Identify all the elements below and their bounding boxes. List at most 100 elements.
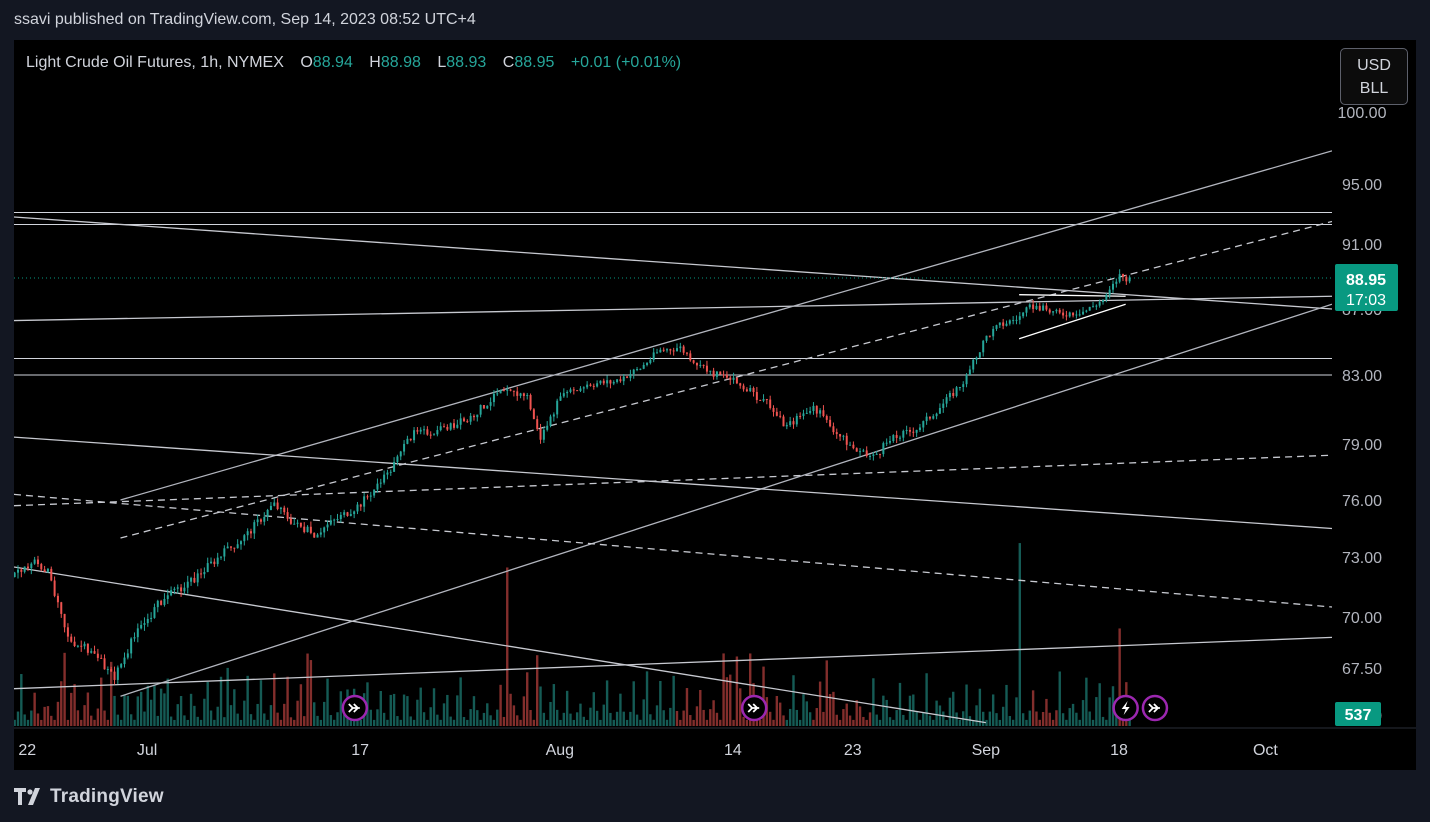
volume-bar <box>609 712 612 726</box>
volume-bar <box>516 715 519 726</box>
candle-body <box>845 435 848 445</box>
candle-body <box>968 369 971 375</box>
volume-bar <box>36 713 40 726</box>
candle-body <box>962 384 965 388</box>
symbol-title[interactable]: Light Crude Oil Futures, 1h, NYMEX <box>26 54 284 71</box>
volume-bar <box>129 714 133 726</box>
candle-body <box>626 376 629 378</box>
candle-body <box>256 519 259 523</box>
candle-body <box>952 393 955 396</box>
candle-body <box>183 587 186 592</box>
candle-body <box>243 535 246 542</box>
volume-bar <box>625 719 629 726</box>
arrow-right-circle-icon[interactable] <box>1141 694 1169 722</box>
volume-bar <box>735 656 739 726</box>
price-axis[interactable]: 100.0095.0091.0087.0083.0079.0076.0073.0… <box>1338 105 1387 725</box>
candle-body <box>1118 274 1121 282</box>
candle-body <box>502 390 505 392</box>
candle-body <box>512 390 515 392</box>
chart-frame[interactable] <box>14 40 1416 770</box>
volume-bar <box>20 674 23 726</box>
candle-body <box>1108 289 1111 295</box>
candle-body <box>1052 311 1055 313</box>
candle-body <box>269 505 272 510</box>
volume-bar <box>782 715 785 726</box>
candle-body <box>323 527 326 533</box>
volume-bar <box>486 703 489 726</box>
volume-bar <box>991 694 995 726</box>
volume-bar <box>852 719 855 726</box>
volume-bar <box>166 678 169 726</box>
volume-bar <box>432 688 436 726</box>
candle-body <box>928 416 931 419</box>
candle-body <box>1082 311 1085 315</box>
volume-bar <box>945 719 948 726</box>
currency-unit-button[interactable]: USD BLL <box>1340 48 1408 105</box>
candle-body <box>839 434 842 437</box>
time-axis[interactable]: 22 Jul 17 Aug 14 23 Sep 18 Oct <box>18 742 1278 759</box>
channel-line <box>120 303 1332 697</box>
candle-body <box>582 387 585 389</box>
volume-bar <box>1021 713 1025 726</box>
candle-body <box>1042 305 1045 311</box>
event-markers <box>341 694 1169 722</box>
volume-bar <box>1038 719 1041 726</box>
volume-bar <box>958 719 962 726</box>
volume-bar <box>266 719 269 726</box>
candle-body <box>203 572 206 575</box>
candle-body <box>772 407 775 412</box>
volume-bar <box>519 719 522 726</box>
candle-body <box>596 383 599 387</box>
candle-body <box>120 664 123 668</box>
arrow-right-circle-icon[interactable] <box>740 694 768 722</box>
candle-body <box>532 409 535 420</box>
volume-bar <box>206 681 209 726</box>
arrow-right-circle-icon[interactable] <box>341 694 369 722</box>
candle-body <box>230 546 233 548</box>
volume-bar <box>109 661 113 726</box>
candle-body <box>333 519 336 521</box>
candle-body <box>829 419 832 427</box>
footer-brand[interactable]: TradingView <box>50 786 164 807</box>
candle-body <box>1075 314 1078 316</box>
candle-body <box>912 431 915 433</box>
candle-body <box>649 359 652 364</box>
volume-bar <box>672 675 675 726</box>
candle-body <box>559 396 562 401</box>
candle-body <box>985 335 988 341</box>
candle-body <box>722 374 725 376</box>
volume-bar <box>229 705 233 726</box>
volume-bar <box>243 700 246 726</box>
candle-body <box>160 600 163 605</box>
volume-bar <box>332 719 336 726</box>
volume-bar <box>998 719 1002 726</box>
volume-bar <box>552 684 556 726</box>
candle-body <box>915 429 918 433</box>
volume-bar <box>416 699 419 726</box>
volume-bar <box>196 716 199 726</box>
candle-body <box>446 426 449 430</box>
volume-bar <box>213 719 216 726</box>
candle-body <box>692 360 695 363</box>
volume-bar <box>759 719 762 726</box>
candle-body <box>616 379 619 383</box>
candle-body <box>549 416 552 426</box>
candle-body <box>942 403 945 408</box>
lightning-circle-icon[interactable] <box>1112 694 1139 722</box>
time-tick-label: Oct <box>1253 742 1278 759</box>
candle-body <box>1115 281 1118 284</box>
volume-bar <box>499 684 502 726</box>
volume-bar <box>565 690 569 726</box>
volume-bar <box>1005 684 1008 726</box>
candle-body <box>223 548 226 557</box>
volume-bar <box>888 717 892 726</box>
volume-bar <box>878 719 882 726</box>
candle-body <box>938 407 941 414</box>
candle-body <box>672 350 675 352</box>
candle-body <box>732 377 735 380</box>
candle-body <box>659 349 662 353</box>
candle-body <box>932 416 935 419</box>
candle-body <box>792 421 795 425</box>
candle-body <box>56 595 59 603</box>
